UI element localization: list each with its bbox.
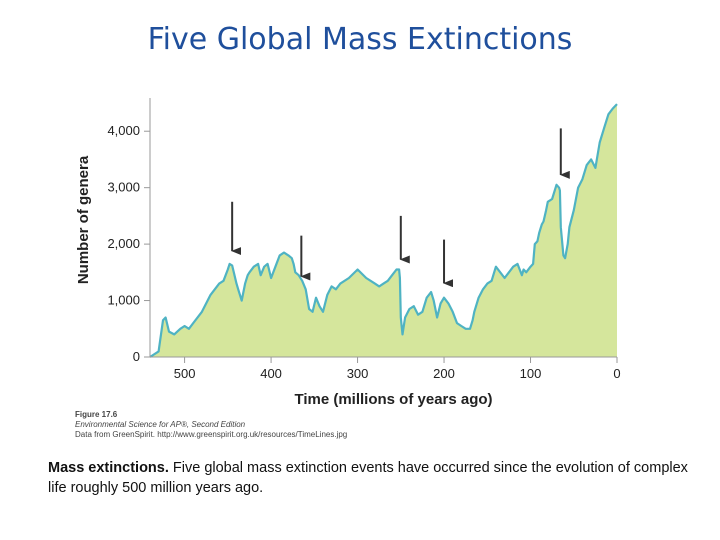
figure-source: Environmental Science for AP®, Second Ed… <box>75 420 246 429</box>
y-axis-label: Number of genera <box>75 155 92 284</box>
caption: Mass extinctions. Five global mass extin… <box>48 458 688 498</box>
figure-data-source: Data from GreenSpirit. http://www.greens… <box>75 430 348 439</box>
page-title: Five Global Mass Extinctions <box>147 22 573 57</box>
plot-area <box>149 103 618 358</box>
caption-text: Five global mass extinction events have … <box>48 460 688 496</box>
x-tick-label: 300 <box>347 366 369 381</box>
genera-area <box>150 104 617 357</box>
y-tick-label: 1,000 <box>107 293 140 308</box>
y-tick-label: 2,000 <box>107 236 140 251</box>
x-tick-label: 500 <box>174 366 196 381</box>
figure-credit: Figure 17.6 Environmental Science for AP… <box>75 410 347 440</box>
figure-number: Figure 17.6 <box>75 410 118 419</box>
y-tick-label: 4,000 <box>107 123 140 138</box>
x-tick-label: 200 <box>433 366 455 381</box>
mass-extinction-chart: 0 1,000 2,000 3,000 4,000 500 400 300 200 100 0 Tim… <box>75 98 621 408</box>
genera-line <box>149 103 618 358</box>
extinction-arrows <box>231 128 570 288</box>
x-axis-label: Time (millions of years ago) <box>294 391 492 408</box>
axes: 0 1,000 2,000 3,000 4,000 500 400 300 200 100 0 Tim… <box>75 98 621 408</box>
x-tick-label: 100 <box>520 366 542 381</box>
x-tick-label: 0 <box>613 366 620 381</box>
caption-heading: Mass extinctions. <box>48 460 169 476</box>
y-tick-label: 3,000 <box>107 180 140 195</box>
y-tick-label: 0 <box>133 349 140 364</box>
x-tick-label: 400 <box>260 366 282 381</box>
